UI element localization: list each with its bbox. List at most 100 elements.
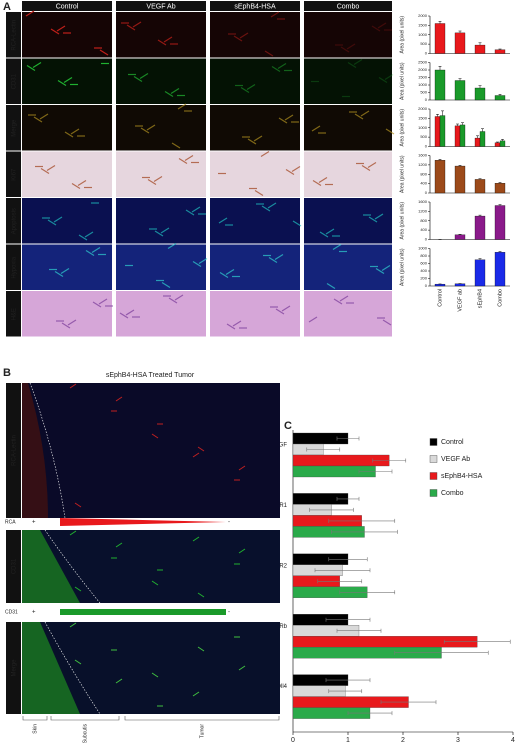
legend-swatch [429, 489, 438, 497]
error-bar [325, 617, 371, 622]
micrograph-texture [260, 150, 270, 158]
error-bar [394, 650, 489, 655]
row-label-bg [6, 58, 21, 104]
plus-sign: + [32, 610, 36, 616]
micrograph-texture [197, 592, 205, 598]
column-header: VEGF Ab [146, 3, 175, 10]
x-tick-label: Control [437, 289, 443, 307]
micrograph-texture [326, 282, 336, 290]
bar [434, 23, 446, 54]
bar [494, 183, 506, 194]
micrograph-texture [377, 22, 387, 29]
micrograph-texture [197, 446, 205, 452]
micrograph-texture [270, 11, 280, 18]
row-label-bg [6, 12, 21, 58]
legend-label: VEGF Ab [441, 456, 470, 463]
x-tick-label: Combo [497, 289, 503, 307]
micrograph-texture [115, 396, 123, 402]
legend-swatch [429, 472, 438, 480]
micrograph-texture [375, 267, 385, 275]
bar [474, 215, 486, 240]
micrograph-texture [163, 36, 173, 43]
boundary [29, 382, 66, 519]
micrograph-texture [340, 46, 350, 53]
micrograph-texture [271, 65, 281, 73]
legend-label: sEphB4-HSA [441, 473, 483, 480]
y-tick-label: 1200 [418, 162, 428, 167]
y-tick-label: 500 [420, 90, 427, 95]
micrograph-texture [47, 219, 57, 226]
micrograph-texture [119, 312, 129, 319]
y-tick-label: 0 [425, 51, 428, 56]
error-bar [478, 85, 482, 88]
micrograph-texture [85, 249, 95, 257]
column-header: sEphB4-HSA [234, 3, 276, 10]
micrograph-texture [225, 268, 235, 276]
micrograph-texture [39, 113, 49, 120]
error-bar [317, 579, 363, 584]
micrograph-texture [233, 35, 243, 42]
header-bg [22, 1, 112, 11]
error-bar [347, 711, 393, 716]
x-tick-label: 4 [511, 737, 515, 744]
micrograph-texture [360, 110, 370, 117]
micrograph [116, 105, 206, 151]
error-bar [372, 458, 407, 463]
error-bar [336, 496, 360, 501]
micrograph-texture [151, 580, 159, 586]
micrograph [116, 58, 206, 104]
region-label: Subcutis [82, 724, 88, 744]
micrograph-texture [353, 58, 363, 66]
y-tick-label: 2500 [418, 60, 428, 65]
error-bar [498, 182, 502, 184]
error-bar [436, 114, 439, 117]
boundary [44, 529, 101, 604]
row-label: CD31 [12, 558, 18, 574]
micrograph-texture [126, 24, 136, 31]
x-tick-label: 1 [346, 737, 350, 744]
gradient-label: RCA [5, 519, 16, 525]
x-tick-label: 2 [401, 737, 405, 744]
row-label-bg [6, 244, 21, 290]
row-label-bg [6, 530, 21, 603]
micrograph-texture [60, 267, 70, 275]
bar [474, 137, 481, 147]
micrograph-texture [177, 103, 187, 110]
error-bar [456, 123, 459, 126]
error-bar [328, 689, 363, 694]
micrograph-texture [371, 25, 381, 32]
header-bg [210, 1, 300, 11]
skin-layer [22, 622, 80, 714]
error-bar [336, 628, 382, 633]
micrograph-texture [346, 43, 356, 50]
micrograph-texture [184, 154, 194, 162]
micrograph-texture [281, 305, 291, 312]
y-tick-label: 200 [420, 276, 427, 281]
micrograph [210, 291, 300, 337]
micrograph-texture [354, 113, 364, 120]
bar [474, 179, 486, 194]
micrograph-texture [54, 270, 64, 278]
micrograph [304, 12, 392, 58]
micrograph-texture [139, 72, 149, 80]
micrograph-texture [91, 246, 101, 254]
micrograph-texture [161, 281, 171, 289]
error-bar [325, 678, 371, 683]
y-tick-label: 1000 [418, 125, 428, 130]
row-label: H&E [12, 308, 18, 320]
bar [494, 252, 506, 287]
micrograph [304, 58, 392, 104]
error-bar [358, 469, 393, 474]
y-axis-label: Area (pixel units) [399, 62, 405, 100]
bar [454, 234, 466, 240]
y-axis-label: Area (pixel units) [399, 248, 405, 286]
row-label: CD31 [12, 73, 18, 89]
bar [434, 283, 446, 287]
bar [474, 259, 486, 287]
panel-label: C [284, 420, 292, 432]
bar [494, 95, 506, 101]
micrograph-texture [56, 25, 66, 32]
micrograph-texture [247, 138, 257, 145]
micrograph-texture [292, 220, 302, 227]
bar [474, 44, 486, 54]
